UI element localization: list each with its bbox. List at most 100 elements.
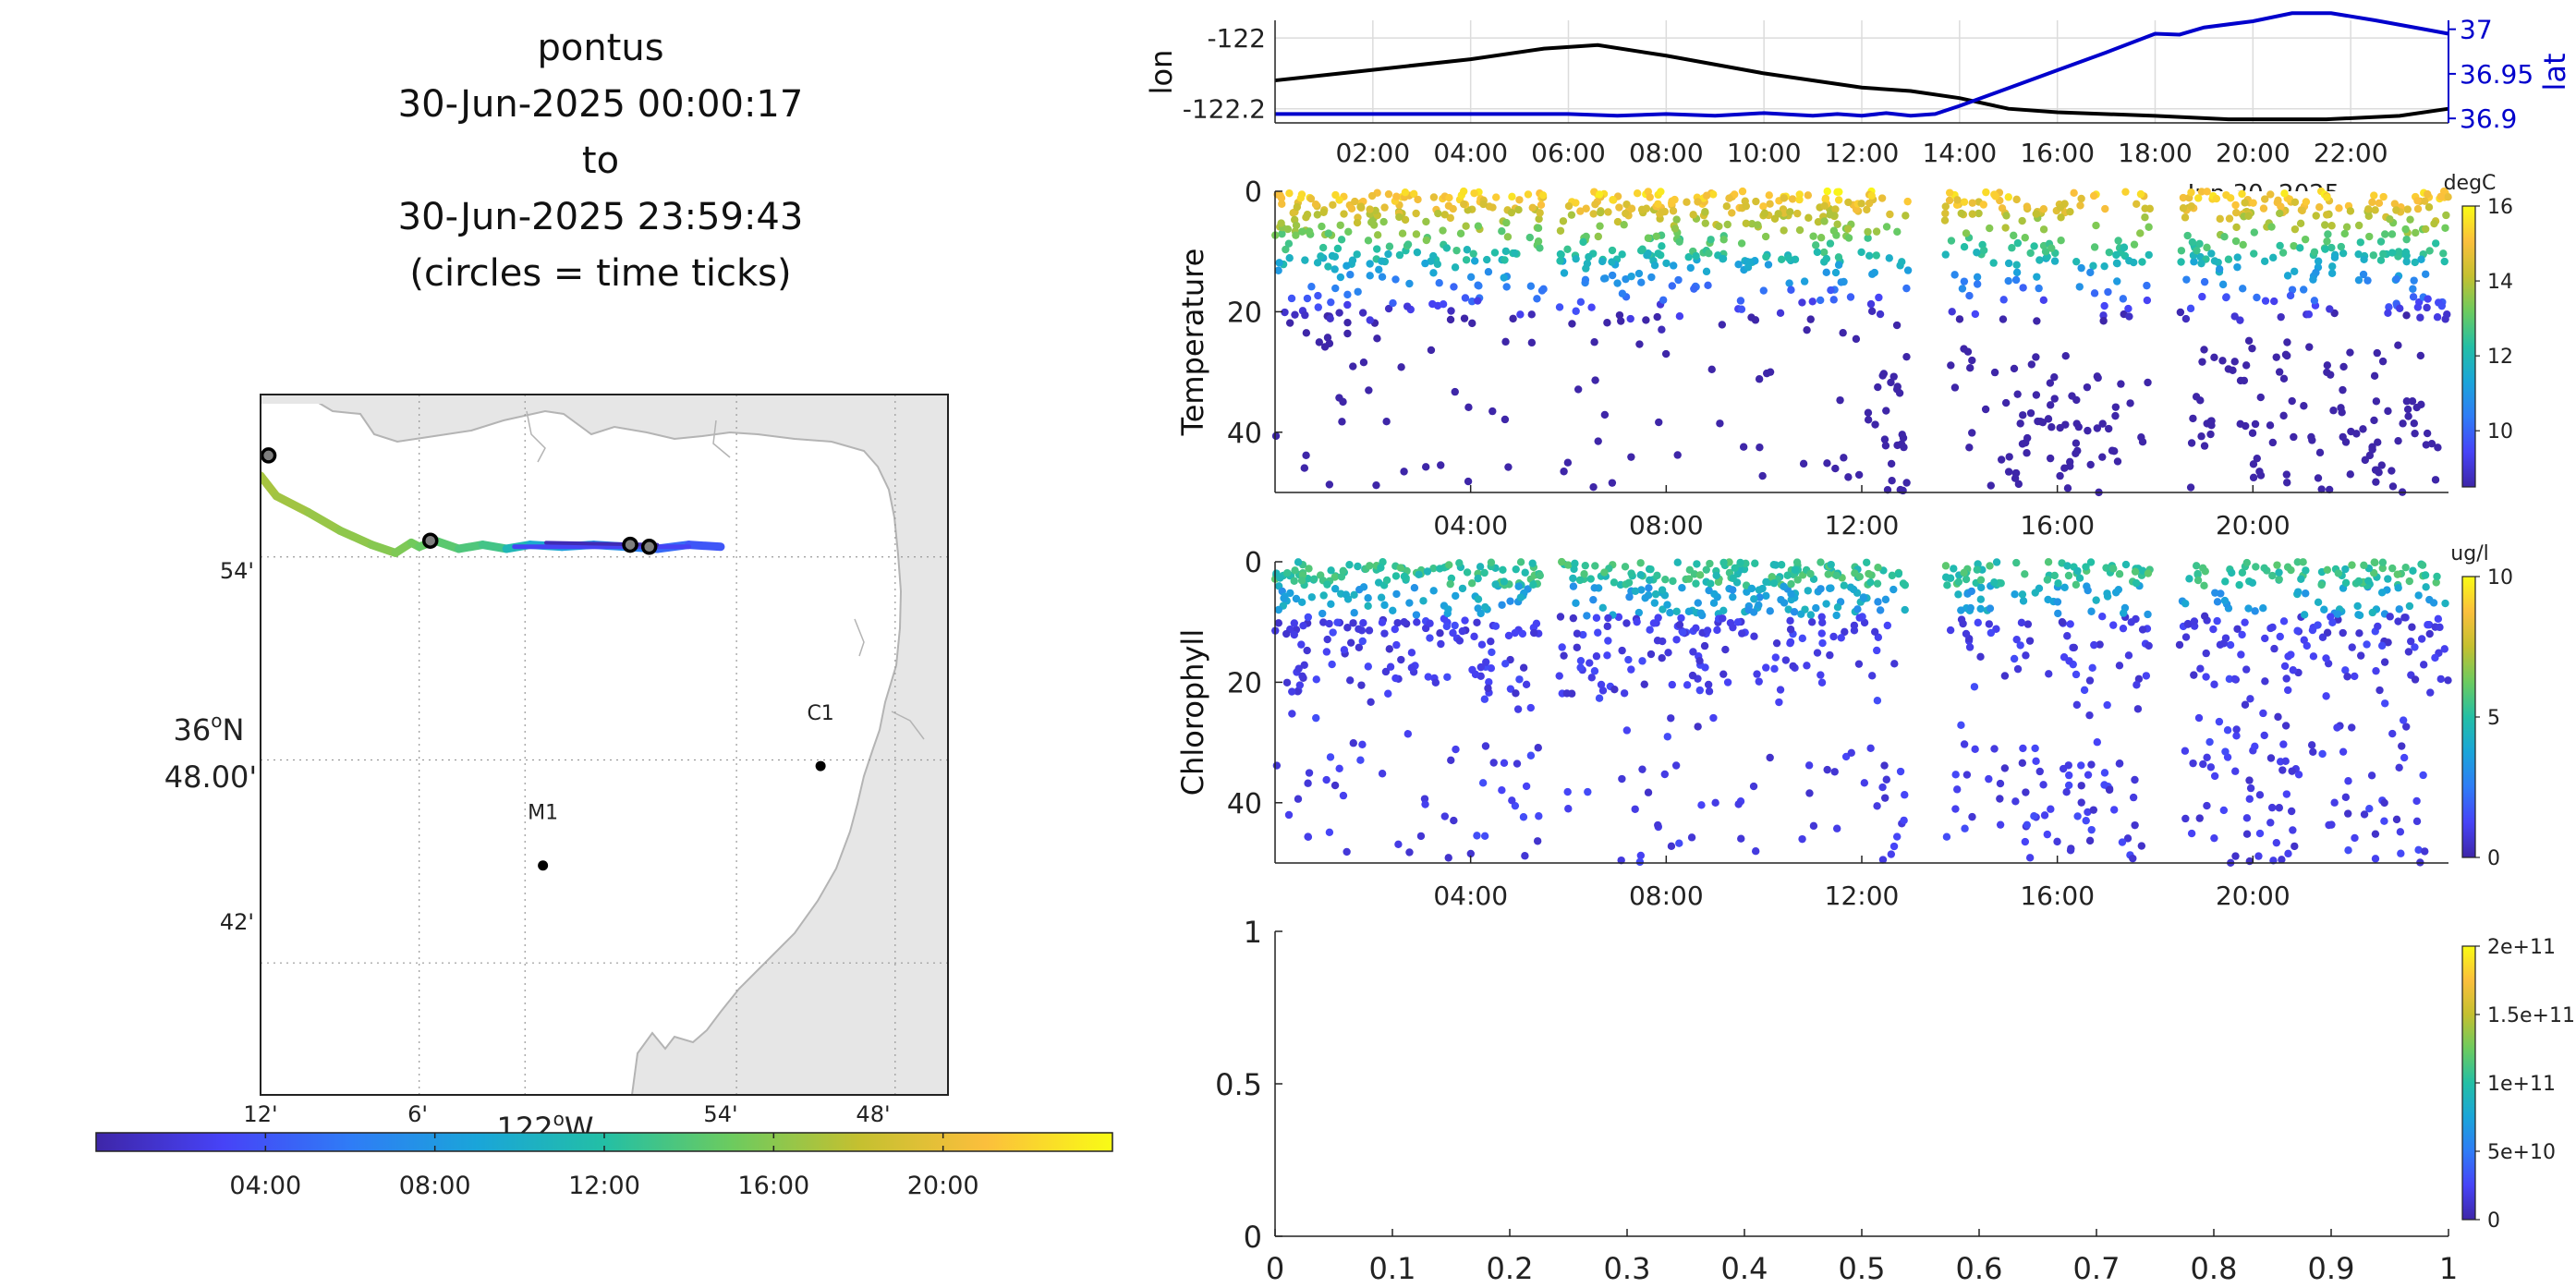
temperature-point — [1604, 208, 1612, 216]
chlorophyll-point — [1689, 648, 1697, 656]
chlorophyll-point — [2354, 611, 2363, 619]
chlorophyll-y-tick-label: 0 — [1245, 547, 1262, 579]
chlorophyll-point — [1283, 568, 1292, 577]
chlorophyll-point — [1290, 619, 1299, 627]
chlorophyll-point — [2274, 712, 2282, 722]
chlorophyll-point — [2287, 650, 2295, 659]
temperature-point — [1444, 201, 1453, 210]
temperature-point — [1367, 218, 1376, 226]
chlorophyll-point — [1990, 578, 1999, 587]
map-time-tick-circle — [421, 532, 439, 549]
chlorophyll-point — [1631, 587, 1640, 596]
chlorophyll-point — [1672, 607, 1681, 615]
temperature-point — [2424, 189, 2432, 199]
temperature-point — [2181, 213, 2190, 222]
map-track-segment — [272, 492, 313, 516]
chlorophyll-point — [2021, 837, 2030, 846]
temperature-point — [1787, 286, 1795, 294]
temperature-point — [1852, 334, 1861, 344]
temperature-point — [2186, 304, 2195, 313]
temperature-point — [1844, 198, 1853, 207]
temperature-point — [2041, 248, 2050, 256]
chlorophyll-point — [1731, 564, 1739, 572]
temperature-point — [2296, 219, 2305, 228]
temperature-point — [2410, 419, 2419, 428]
chlorophyll-point — [2213, 598, 2222, 606]
chlorophyll-point — [2096, 640, 2104, 649]
chlorophyll-point — [2322, 692, 2330, 700]
chlorophyll-point — [2426, 688, 2435, 697]
chlorophyll-point — [2266, 819, 2275, 827]
temperature-point — [1788, 195, 1797, 203]
chlorophyll-point — [1960, 740, 1969, 748]
temperature-point — [1594, 232, 1602, 241]
temperature-point — [2321, 221, 2329, 229]
map-lon-tick-label: 54' — [703, 1101, 737, 1127]
temperature-colorbar-tick-label: 16 — [2487, 196, 2513, 219]
map-lon-tick-label: 12' — [243, 1101, 277, 1127]
empty-y-tick-label: 0 — [1244, 1220, 1262, 1255]
chlorophyll-point — [2145, 641, 2153, 650]
chlorophyll-point — [2260, 731, 2268, 740]
temperature-point — [1880, 435, 1889, 444]
temperature-point — [2379, 249, 2388, 259]
chlorophyll-point — [1604, 637, 1612, 645]
temperature-point — [2057, 213, 2065, 222]
chlorophyll-point — [1625, 592, 1634, 601]
chlorophyll-point — [1813, 649, 1822, 657]
chlorophyll-point — [1491, 580, 1500, 589]
chlorophyll-point — [1719, 670, 1728, 678]
chlorophyll-point — [1719, 606, 1728, 615]
temperature-point — [1351, 197, 1359, 206]
chlorophyll-point — [2360, 561, 2368, 569]
chlorophyll-point — [1307, 593, 1317, 601]
temperature-point — [2376, 256, 2386, 264]
chlorophyll-point — [1327, 566, 1335, 575]
empty-panel: 0 0.1 0.2 0.3 0.4 0.5 0.6 0.7 0.8 0.9 100.51 2e+111… — [1215, 915, 2575, 1286]
temperature-point — [1671, 195, 1679, 204]
temperature-point — [2056, 471, 2064, 480]
temperature-point — [1379, 217, 1388, 226]
chlorophyll-point — [2444, 676, 2452, 685]
chlorophyll-point — [1407, 663, 1416, 672]
chlorophyll-point — [1333, 618, 1342, 626]
chlorophyll-point — [2086, 558, 2096, 566]
temperature-point — [2113, 457, 2122, 466]
chlorophyll-point — [1880, 761, 1889, 770]
chlorophyll-point — [1294, 664, 1303, 673]
chlorophyll-point — [1560, 651, 1568, 660]
temperature-y-tick-label: 20 — [1227, 297, 1262, 329]
temperature-point — [1353, 250, 1361, 259]
chlorophyll-point — [1638, 657, 1646, 665]
temperature-point — [2278, 249, 2288, 257]
temperature-point — [2117, 380, 2125, 388]
temperature-point — [1650, 261, 1659, 270]
chlorophyll-point — [2066, 620, 2074, 628]
temperature-point — [1567, 211, 1576, 219]
chlorophyll-point — [2380, 658, 2389, 666]
temperature-point — [2035, 284, 2043, 293]
chlorophyll-point — [1750, 632, 1758, 640]
chlorophyll-point — [1817, 678, 1827, 687]
temperature-point — [2251, 419, 2260, 429]
chlorophyll-point — [2063, 562, 2072, 570]
temperature-point — [2039, 225, 2048, 234]
chlorophyll-point — [1480, 695, 1489, 703]
temperature-point — [2187, 202, 2195, 211]
chlorophyll-point — [1444, 854, 1452, 862]
temperature-point — [1960, 198, 1969, 206]
temperature-point — [1275, 259, 1283, 267]
chlorophyll-point — [1451, 621, 1459, 630]
temperature-point — [2288, 396, 2296, 406]
chlorophyll-point — [2200, 612, 2209, 620]
temperature-point — [2354, 221, 2363, 230]
temperature-y-tick-label: 0 — [1245, 176, 1262, 209]
temperature-point — [1718, 321, 1727, 329]
temperature-point — [2436, 192, 2445, 200]
chlorophyll-point — [1305, 769, 1314, 777]
chlorophyll-point — [1880, 794, 1889, 802]
temperature-point — [1380, 203, 1389, 212]
chlorophyll-point — [1818, 638, 1827, 648]
chlorophyll-point — [1508, 796, 1516, 805]
